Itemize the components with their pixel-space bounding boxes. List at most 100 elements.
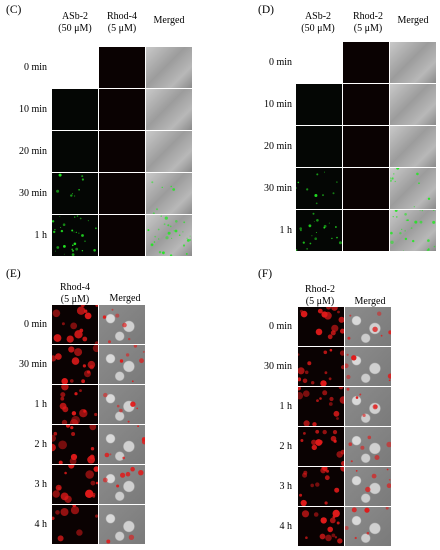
fluorescence-spot <box>319 533 326 540</box>
fluorescence-spot <box>55 510 60 515</box>
micrograph-cell <box>52 47 98 88</box>
fluorescence-spots <box>299 467 344 506</box>
fluorescence-spot <box>323 224 327 228</box>
fluorescence-spot <box>52 434 56 442</box>
fluorescence-spot <box>338 387 344 390</box>
micrograph-cell <box>52 505 98 544</box>
micrograph-cell <box>296 210 342 251</box>
fluorescence-spot <box>403 250 404 251</box>
time-point-label: 10 min <box>18 104 47 115</box>
fluorescence-spot <box>385 507 389 510</box>
time-point-label: 30 min <box>18 359 47 370</box>
micrograph-cell <box>345 307 391 346</box>
fluorescence-spot <box>175 220 178 223</box>
fluorescence-spot <box>72 244 74 247</box>
fluorescence-spot <box>348 442 353 446</box>
micrograph-cell <box>52 385 98 424</box>
fluorescence-spot <box>174 229 178 233</box>
fluorescence-spot <box>70 426 74 430</box>
fluorescence-spot <box>362 413 366 417</box>
fluorescence-spot <box>95 305 98 307</box>
fluorescence-spot <box>61 385 69 391</box>
time-point-label: 0 min <box>268 321 292 332</box>
fluorescence-spot <box>71 415 80 424</box>
fluorescence-spot <box>373 404 378 409</box>
time-point-label: 1 h <box>279 225 293 236</box>
fluorescence-spot <box>58 440 67 450</box>
fluorescence-spot <box>84 312 92 320</box>
fluorescence-spot <box>71 411 77 416</box>
fluorescence-spot <box>427 197 431 200</box>
fluorescence-spot <box>54 228 56 231</box>
fluorescence-spots <box>52 465 98 503</box>
fluorescence-spot <box>364 507 370 513</box>
panel-label-d: (D) <box>258 4 274 16</box>
fluorescence-spot <box>57 486 61 490</box>
fluorescence-spot <box>339 396 344 404</box>
fluorescence-spot <box>427 248 430 251</box>
fluorescence-spot <box>327 334 333 340</box>
header-text: Rhod-4 (5 μM) <box>107 11 137 34</box>
fluorescence-spot <box>390 179 393 182</box>
fluorescence-spot <box>320 380 327 386</box>
fluorescence-spot <box>74 195 76 197</box>
fluorescence-spot <box>68 465 75 469</box>
time-point-label: 0 min <box>23 319 47 330</box>
fluorescence-spot <box>333 410 340 417</box>
fluorescence-spot <box>136 407 139 410</box>
fluorescence-spot <box>85 470 94 479</box>
micrograph-cell <box>343 210 389 251</box>
fluorescence-spot <box>331 307 338 311</box>
fluorescence-spot <box>119 408 123 413</box>
fluorescence-spot <box>70 379 74 383</box>
fluorescence-spot <box>324 371 328 375</box>
micrograph-cell <box>298 307 344 346</box>
fluorescence-spot <box>55 250 56 252</box>
fluorescence-spot <box>323 350 328 355</box>
fluorescence-spot <box>182 231 184 233</box>
fluorescence-spot <box>82 364 86 368</box>
fluorescence-spot <box>326 469 329 473</box>
fluorescence-spot <box>151 181 154 184</box>
time-point-label: 30 min <box>263 361 292 372</box>
fluorescence-spot <box>151 243 154 246</box>
fluorescence-spot <box>60 508 69 516</box>
fluorescence-spot <box>55 353 62 360</box>
fluorescence-spot <box>332 515 336 519</box>
fluorescence-spot <box>365 486 371 493</box>
fluorescence-spot <box>366 531 370 535</box>
fluorescence-spot <box>350 460 353 463</box>
micrograph-cell <box>343 168 389 209</box>
fluorescence-spot <box>56 189 60 193</box>
fluorescence-spot <box>61 322 65 326</box>
fluorescence-spot <box>321 311 328 318</box>
fluorescence-spot <box>332 430 338 435</box>
fluorescence-spot <box>104 452 110 458</box>
fluorescence-spot <box>158 238 160 240</box>
fluorescence-spot <box>127 420 130 423</box>
fluorescence-spot <box>95 227 97 230</box>
fluorescence-spot <box>93 249 96 252</box>
fluorescence-spot <box>410 227 413 229</box>
fluorescence-spot <box>74 348 83 357</box>
fluorescence-spot <box>71 253 75 256</box>
fluorescence-spot <box>128 534 135 540</box>
fluorescence-spot <box>73 242 77 246</box>
micrograph-cell <box>345 467 391 506</box>
fluorescence-spot <box>79 217 82 220</box>
time-point-label: 30 min <box>263 183 292 194</box>
fluorescence-spot <box>147 229 150 232</box>
panel-c-header-3: Merged <box>144 15 194 27</box>
fluorescence-spot <box>298 392 304 400</box>
micrograph-cell <box>345 387 391 426</box>
fluorescence-spot <box>325 534 332 542</box>
fluorescence-spot <box>304 370 309 375</box>
fluorescence-spot <box>392 216 394 218</box>
fluorescence-spot <box>388 478 391 481</box>
fluorescence-spot <box>73 231 75 233</box>
fluorescence-spot <box>315 328 323 336</box>
fluorescence-spot <box>322 467 328 471</box>
fluorescence-spot <box>60 492 69 501</box>
fluorescence-spot <box>303 420 310 426</box>
fluorescence-spot <box>109 453 112 456</box>
